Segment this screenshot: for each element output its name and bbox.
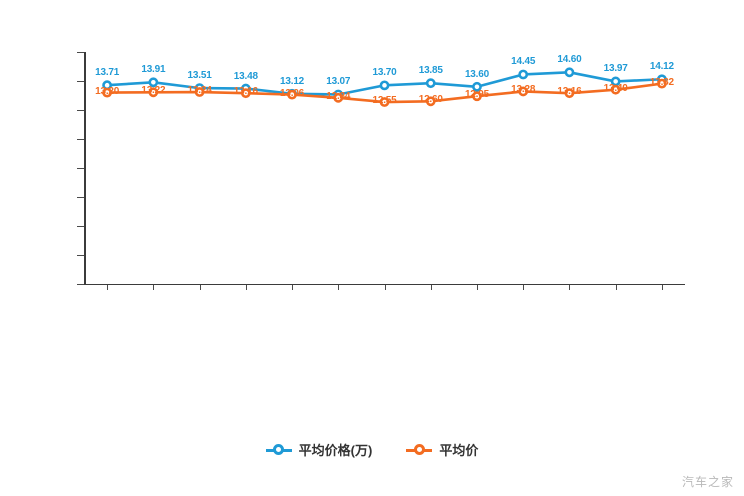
- legend-marker-orange-icon: [406, 443, 433, 457]
- data-label: 14.60: [557, 54, 582, 66]
- y-tick: [77, 226, 84, 227]
- y-tick: [77, 168, 84, 169]
- data-label: 13.97: [603, 63, 628, 75]
- x-tick: [615, 285, 617, 290]
- x-tick: [199, 285, 201, 290]
- data-label: 13.24: [187, 85, 212, 97]
- legend-marker-blue-icon: [265, 443, 292, 457]
- data-label: 13.48: [233, 70, 258, 82]
- x-tick: [430, 285, 432, 290]
- x-tick: [569, 285, 571, 290]
- data-label: 13.60: [464, 68, 489, 80]
- data-label: 13.22: [141, 85, 166, 97]
- data-label: 13.82: [649, 76, 674, 88]
- data-label: 13.70: [372, 67, 397, 79]
- y-tick: [77, 197, 84, 198]
- data-label: 13.85: [418, 65, 443, 77]
- x-tick: [292, 285, 294, 290]
- data-label: 12.84: [326, 90, 351, 102]
- data-label: 14.12: [649, 61, 674, 73]
- x-tick: [245, 285, 247, 290]
- data-label: 13.40: [603, 82, 628, 94]
- x-tick: [476, 285, 478, 290]
- data-label: 12.60: [418, 94, 443, 106]
- y-tick: [77, 255, 84, 256]
- data-label: 14.45: [511, 56, 536, 68]
- legend-label-1: 平均价: [439, 443, 479, 458]
- data-label: 13.28: [511, 84, 536, 96]
- y-tick: [77, 110, 84, 111]
- data-label: 13.91: [141, 64, 166, 76]
- legend-label-0: 平均价格(万): [298, 443, 373, 458]
- x-axis: [84, 284, 685, 285]
- y-tick: [77, 139, 84, 140]
- x-tick: [153, 285, 155, 290]
- x-tick: [107, 285, 109, 290]
- data-label: 13.07: [326, 76, 351, 88]
- legend-item-0[interactable]: 平均价格(万): [265, 440, 373, 459]
- data-label: 13.16: [233, 86, 258, 98]
- data-label: 13.51: [187, 70, 212, 82]
- y-tick: [77, 81, 84, 82]
- data-label: 13.71: [95, 67, 120, 79]
- legend-item-1[interactable]: 平均价: [406, 440, 478, 459]
- x-tick: [338, 285, 340, 290]
- watermark: 汽车之家: [681, 475, 734, 489]
- x-tick: [523, 285, 525, 290]
- data-label: 12.55: [372, 95, 397, 107]
- chart-legend: 平均价格(万) 平均价: [0, 440, 744, 459]
- data-label: 13.16: [557, 86, 582, 98]
- x-tick: [384, 285, 386, 290]
- data-label: 12.95: [464, 89, 489, 101]
- x-tick: [661, 285, 663, 290]
- data-label: 13.20: [95, 85, 120, 97]
- data-label: 13.12: [280, 75, 305, 87]
- y-axis: [84, 52, 86, 285]
- data-label: 13.06: [280, 87, 305, 99]
- y-tick: [77, 52, 84, 53]
- y-tick: [77, 284, 84, 285]
